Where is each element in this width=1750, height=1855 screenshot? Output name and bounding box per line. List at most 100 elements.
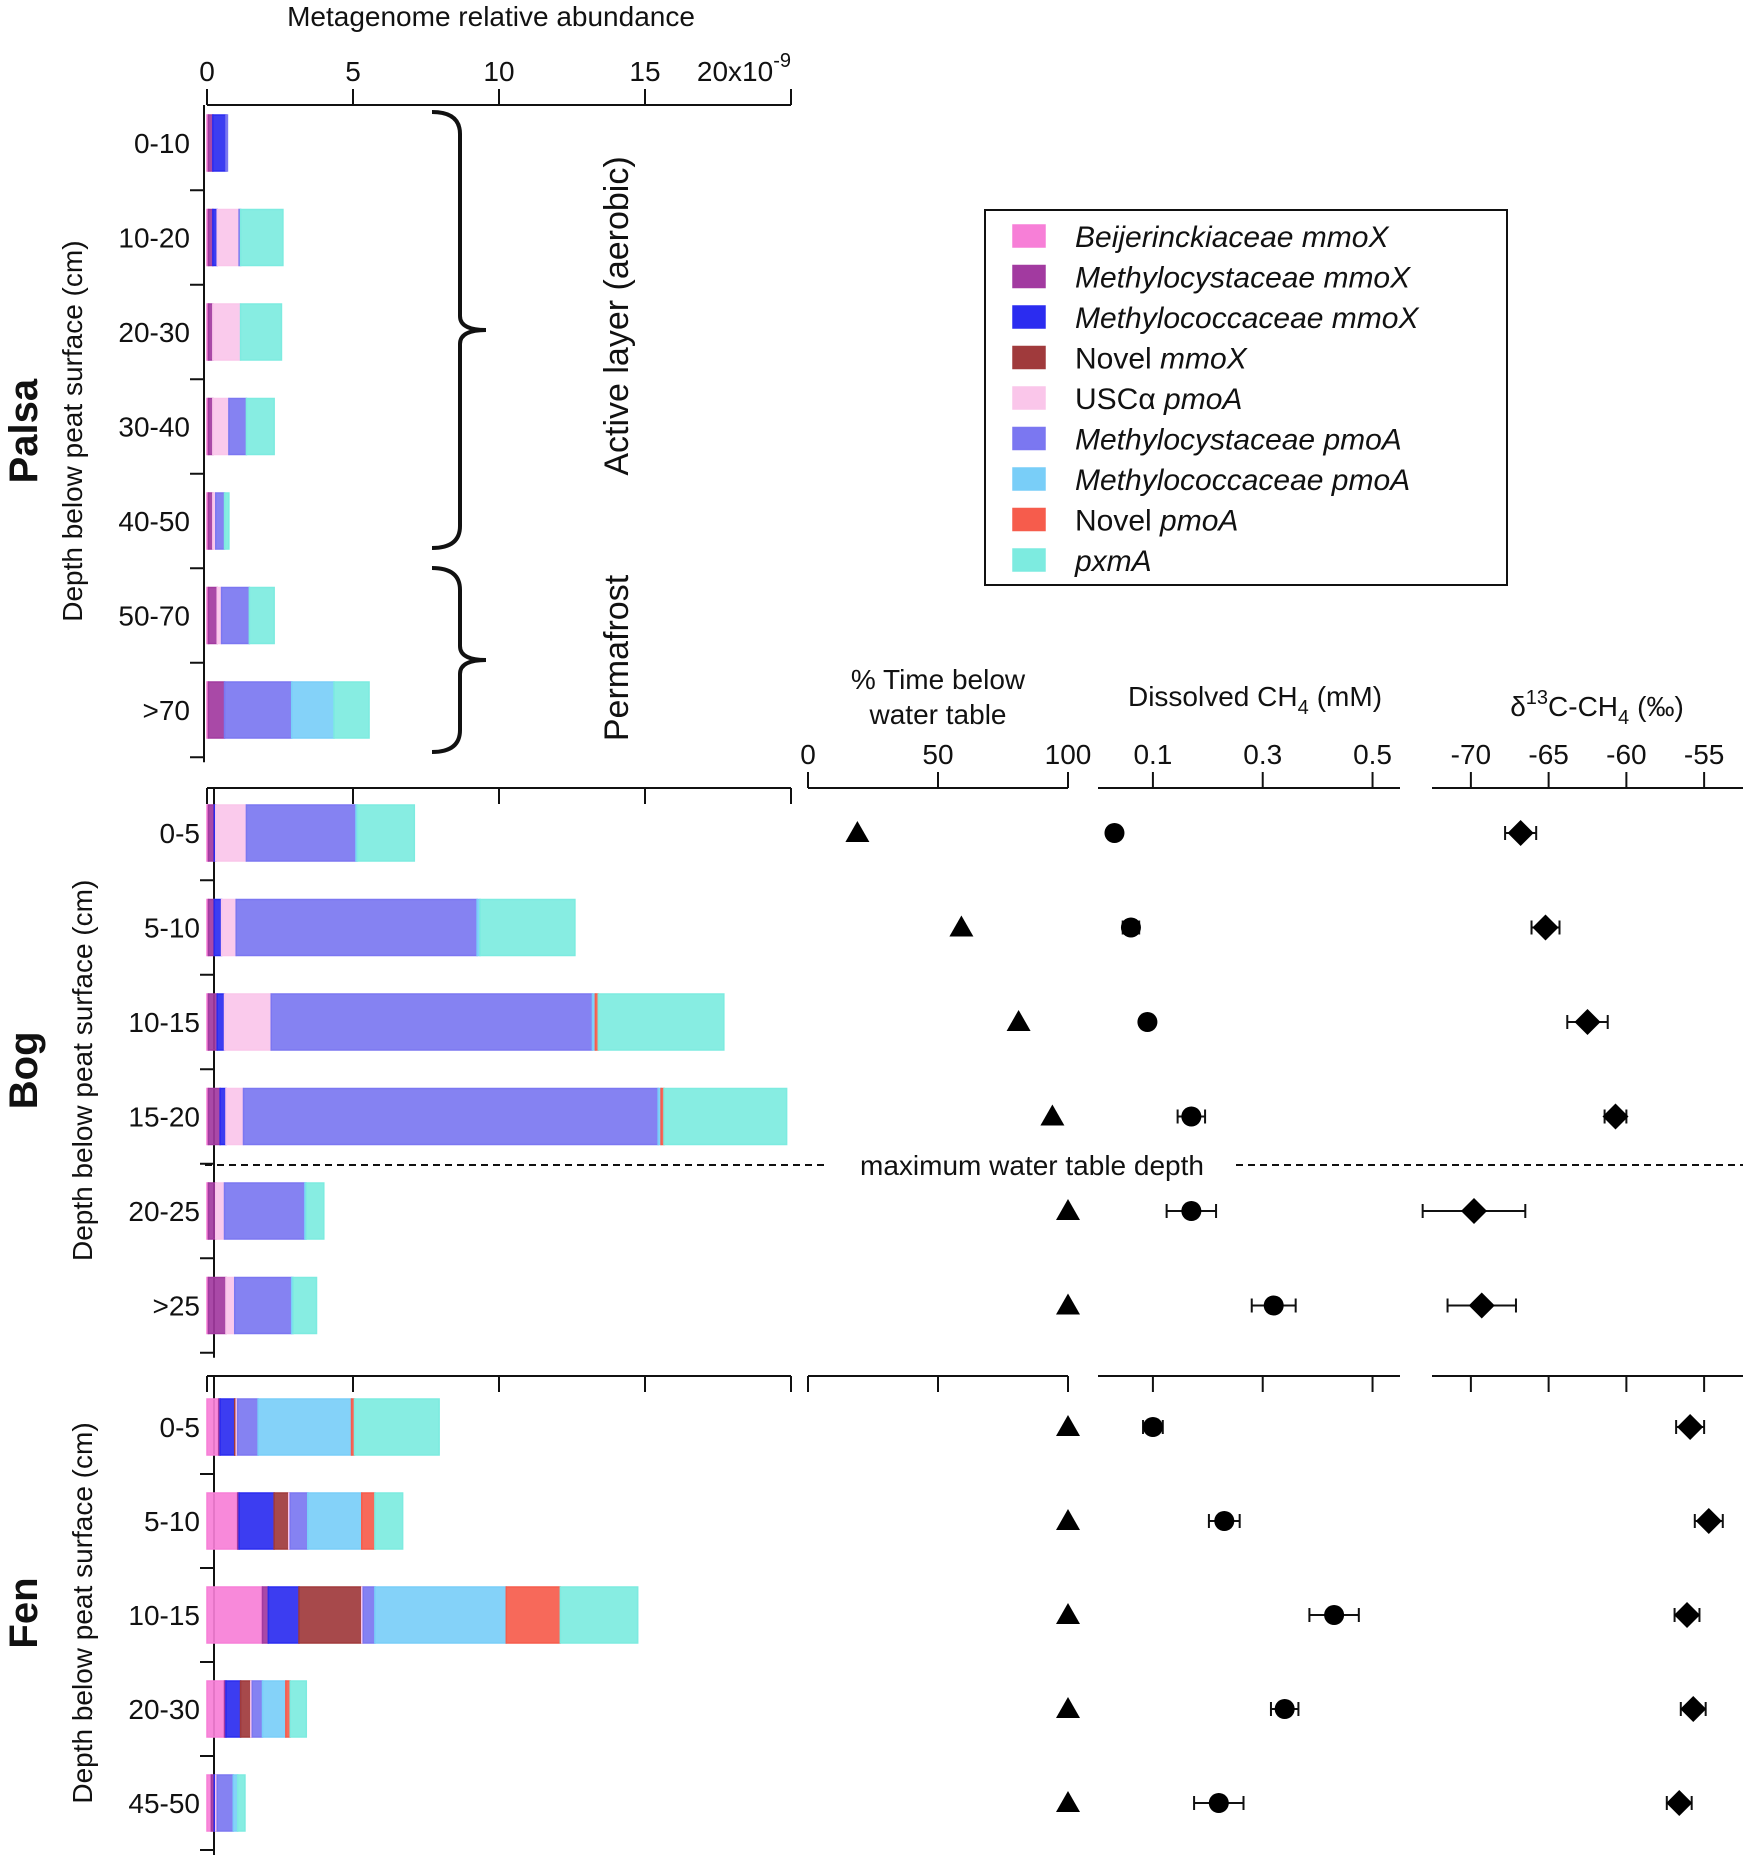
depth-label: 10-15 <box>128 1600 200 1631</box>
legend-label: Novel mmoX <box>1075 343 1248 376</box>
diamond-marker <box>1674 1602 1701 1628</box>
bar-segment <box>273 1492 290 1550</box>
bar-segment <box>207 681 226 739</box>
legend-swatch <box>1012 548 1046 572</box>
permafrost-label: Permafrost <box>598 574 636 741</box>
bar-segment <box>242 1087 659 1146</box>
bar-segment <box>245 804 357 862</box>
circle-marker <box>1104 823 1125 843</box>
diamond-marker <box>1680 1696 1707 1722</box>
circle-marker <box>1263 1295 1284 1316</box>
depth-label: >25 <box>153 1291 201 1322</box>
bar-segment <box>257 1398 353 1456</box>
depth-label: 0-5 <box>160 1412 200 1443</box>
x-axis-title: Metagenome relative abundance <box>287 1 695 32</box>
bar-segment <box>238 1492 275 1550</box>
bar-segment <box>220 586 251 645</box>
bar-segment <box>251 1680 264 1738</box>
bar-segment <box>597 993 725 1051</box>
legend-label: Methylocystaceae pmoA <box>1075 424 1402 457</box>
bar-segment <box>206 1586 264 1644</box>
bar-segment <box>289 1492 309 1550</box>
circle-marker <box>1208 1793 1229 1813</box>
depth-label: 15-20 <box>128 1102 200 1133</box>
bar-segment <box>206 1680 226 1738</box>
y-axis-title: Depth below peat surface (cm) <box>67 880 98 1261</box>
legend-label-part: mmoX <box>1160 343 1248 376</box>
bar-segment <box>663 1087 788 1146</box>
bar-segment <box>216 208 240 267</box>
triangle-marker <box>1056 1509 1080 1530</box>
bar-segment <box>248 586 275 645</box>
depth-label: 20-25 <box>128 1196 200 1227</box>
bar-segment <box>215 804 248 862</box>
d13c-title: δ13C-CH4 (‰) <box>1510 687 1684 729</box>
circle-marker <box>1181 1201 1202 1221</box>
panel-tick-label-d13c: -65 <box>1528 739 1568 770</box>
bar-segment <box>225 1087 245 1146</box>
bar-segment <box>207 1182 217 1240</box>
depth-label: 5-10 <box>144 913 200 944</box>
bar-segment <box>212 303 242 361</box>
triangle-marker <box>949 915 974 937</box>
panel-tick-label-ch4: 0.1 <box>1133 739 1172 770</box>
site-label: Fen <box>2 1577 46 1648</box>
bar-segment <box>216 993 226 1051</box>
bar-segment <box>333 681 370 739</box>
legend-swatch <box>1012 345 1046 370</box>
panel-tick-label-time: 100 <box>1045 739 1092 770</box>
legend-label-part: Methylocystaceae pmoA <box>1075 424 1402 457</box>
bar-segment <box>239 208 284 267</box>
circle-marker <box>1142 1417 1163 1437</box>
bar-segment <box>207 1087 221 1146</box>
legend-label-part: Methylococcaceae mmoX <box>1075 302 1419 335</box>
legend-swatch <box>1012 386 1046 410</box>
time-title-line2: water table <box>869 699 1007 730</box>
circle-marker <box>1274 1699 1295 1719</box>
legend-label: Novel pmoA <box>1075 505 1238 538</box>
bar-segment <box>207 1276 227 1335</box>
bar-segment <box>233 1276 293 1335</box>
bar-segment <box>219 1087 227 1146</box>
circle-marker <box>1324 1605 1345 1625</box>
bar-segment <box>215 1182 226 1240</box>
ch4-title: Dissolved CH4 (mM) <box>1128 681 1382 719</box>
depth-label: 20-30 <box>118 317 190 348</box>
marks-layer <box>845 820 1724 1816</box>
ch4-title-unit: (mM) <box>1317 681 1382 712</box>
diamond-marker <box>1677 1414 1704 1440</box>
active-layer-label: Active layer (aerobic) <box>598 156 636 475</box>
legend-label: Beijerinckiaceae mmoX <box>1075 221 1389 254</box>
legend-label: pxmA <box>1074 545 1152 578</box>
triangle-marker <box>845 821 870 842</box>
bar-segment <box>207 804 216 862</box>
axes-layer <box>190 89 1743 1855</box>
diamond-marker <box>1460 1198 1487 1224</box>
bar-segment <box>374 1586 508 1644</box>
legend-label-part: Methylocystaceae mmoX <box>1075 262 1411 295</box>
bar-segment <box>559 1586 639 1644</box>
circle-marker <box>1214 1511 1235 1531</box>
depth-label: 10-20 <box>118 223 190 254</box>
site-label: Palsa <box>2 378 46 483</box>
bar-segment <box>219 1398 236 1456</box>
d13c-title-sub: 4 <box>1618 707 1629 729</box>
bar-segment <box>290 681 335 739</box>
bar-segment <box>207 993 218 1051</box>
diamond-marker <box>1532 914 1559 941</box>
bars-layer <box>206 114 788 1832</box>
bar-segment <box>223 681 293 739</box>
x-tick-label: 15 <box>629 56 660 87</box>
bar-segment <box>216 1774 235 1832</box>
triangle-marker <box>1056 1199 1080 1220</box>
bar-segment <box>356 804 416 862</box>
bar-segment <box>223 993 272 1051</box>
triangle-marker <box>1056 1415 1080 1436</box>
depth-label: 5-10 <box>144 1506 200 1537</box>
d13c-title-sup: 13 <box>1526 687 1548 709</box>
depth-label: 30-40 <box>118 412 190 443</box>
legend-swatch <box>1012 264 1046 289</box>
legend-label-part: pxmA <box>1074 545 1152 578</box>
bar-segment <box>292 1276 318 1335</box>
